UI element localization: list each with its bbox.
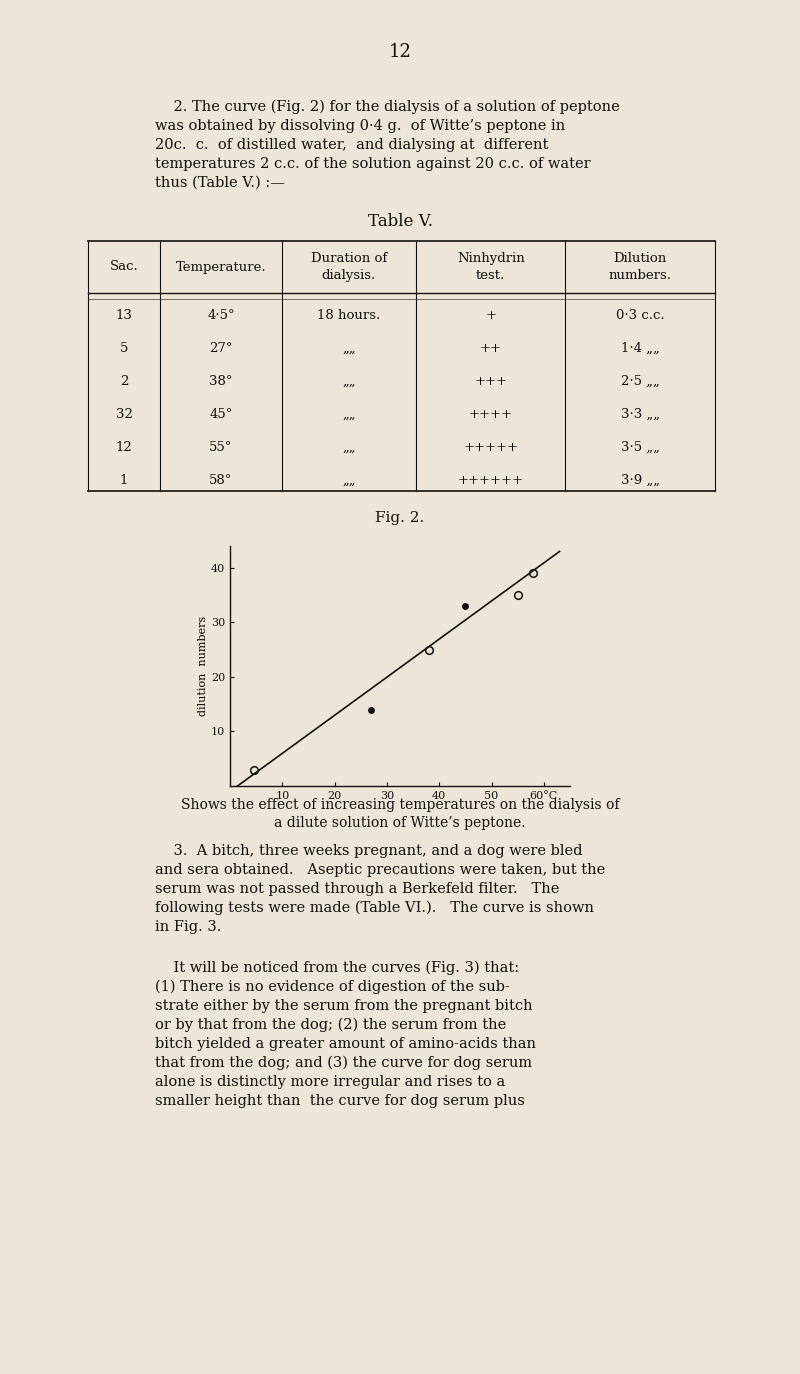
Text: 45°: 45°: [210, 408, 233, 420]
Text: 5: 5: [120, 342, 128, 354]
Text: 2. The curve (Fig. 2) for the dialysis of a solution of peptone: 2. The curve (Fig. 2) for the dialysis o…: [155, 100, 620, 114]
Text: Ninhydrin
test.: Ninhydrin test.: [457, 253, 525, 282]
Text: 2·5 „„: 2·5 „„: [621, 375, 660, 387]
Text: 2: 2: [120, 375, 128, 387]
Text: „„: „„: [342, 441, 356, 453]
Text: alone is distinctly more irregular and rises to a: alone is distinctly more irregular and r…: [155, 1074, 506, 1090]
Text: 20c.  c.  of distilled water,  and dialysing at  different: 20c. c. of distilled water, and dialysin…: [155, 137, 548, 153]
Text: Duration of
dialysis.: Duration of dialysis.: [310, 253, 387, 282]
Text: Table V.: Table V.: [367, 213, 433, 229]
Text: in Fig. 3.: in Fig. 3.: [155, 921, 222, 934]
Text: 0·3 c.c.: 0·3 c.c.: [616, 309, 665, 322]
Text: „„: „„: [342, 474, 356, 486]
Text: thus (Table V.) :—: thus (Table V.) :—: [155, 176, 285, 190]
Text: Fig. 2.: Fig. 2.: [375, 511, 425, 525]
Text: It will be noticed from the curves (Fig. 3) that:: It will be noticed from the curves (Fig.…: [155, 960, 519, 976]
Text: 18 hours.: 18 hours.: [318, 309, 381, 322]
Text: ++++: ++++: [469, 408, 513, 420]
Text: „„: „„: [342, 342, 356, 354]
Text: 58°: 58°: [210, 474, 233, 486]
Text: +++: +++: [474, 375, 507, 387]
Text: Shows the effect of increasing temperatures on the dialysis of: Shows the effect of increasing temperatu…: [181, 798, 619, 812]
Text: 38°: 38°: [210, 375, 233, 387]
Y-axis label: dilution  numbers: dilution numbers: [198, 616, 208, 716]
Text: Dilution
numbers.: Dilution numbers.: [609, 253, 672, 282]
Text: following tests were made (Table VI.).   The curve is shown: following tests were made (Table VI.). T…: [155, 901, 594, 915]
Text: that from the dog; and (3) the curve for dog serum: that from the dog; and (3) the curve for…: [155, 1057, 532, 1070]
Text: 3.  A bitch, three weeks pregnant, and a dog were bled: 3. A bitch, three weeks pregnant, and a …: [155, 844, 582, 857]
Text: bitch yielded a greater amount of amino-acids than: bitch yielded a greater amount of amino-…: [155, 1037, 536, 1051]
Text: or by that from the dog; (2) the serum from the: or by that from the dog; (2) the serum f…: [155, 1018, 506, 1032]
Text: and sera obtained.   Aseptic precautions were taken, but the: and sera obtained. Aseptic precautions w…: [155, 863, 606, 877]
Text: Temperature.: Temperature.: [176, 261, 266, 273]
Text: was obtained by dissolving 0·4 g.  of Witte’s peptone in: was obtained by dissolving 0·4 g. of Wit…: [155, 120, 566, 133]
Text: a dilute solution of Witte’s peptone.: a dilute solution of Witte’s peptone.: [274, 816, 526, 830]
Text: 3·5 „„: 3·5 „„: [621, 441, 660, 453]
Text: strate either by the serum from the pregnant bitch: strate either by the serum from the preg…: [155, 999, 533, 1013]
Text: serum was not passed through a Berkefeld filter.   The: serum was not passed through a Berkefeld…: [155, 882, 559, 896]
Text: 12: 12: [389, 43, 411, 60]
Text: temperatures 2 c.c. of the solution against 20 c.c. of water: temperatures 2 c.c. of the solution agai…: [155, 157, 590, 170]
Text: ++: ++: [480, 342, 502, 354]
Text: „„: „„: [342, 408, 356, 420]
Text: +++++: +++++: [463, 441, 518, 453]
Text: smaller height than  the curve for dog serum plus: smaller height than the curve for dog se…: [155, 1094, 525, 1107]
Text: 3·3 „„: 3·3 „„: [621, 408, 660, 420]
Text: +: +: [486, 309, 496, 322]
Text: 4·5°: 4·5°: [207, 309, 235, 322]
Text: „„: „„: [342, 375, 356, 387]
Text: 1: 1: [120, 474, 128, 486]
Text: (1) There is no evidence of digestion of the sub-: (1) There is no evidence of digestion of…: [155, 980, 510, 995]
Text: 1·4 „„: 1·4 „„: [621, 342, 660, 354]
Text: 32: 32: [116, 408, 133, 420]
Text: 13: 13: [116, 309, 133, 322]
Text: Sac.: Sac.: [110, 261, 138, 273]
Text: 27°: 27°: [210, 342, 233, 354]
Text: 12: 12: [116, 441, 133, 453]
Text: ++++++: ++++++: [458, 474, 524, 486]
Text: 55°: 55°: [210, 441, 233, 453]
Text: 3·9 „„: 3·9 „„: [621, 474, 660, 486]
